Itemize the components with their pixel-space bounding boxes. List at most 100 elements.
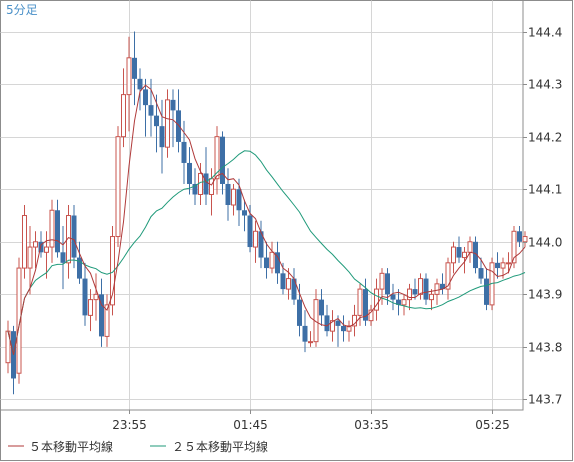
candle-body-up (231, 188, 236, 206)
candle (165, 89, 170, 158)
y-tick-label: 144.0 (528, 236, 562, 250)
y-axis: 144.4 144.3 144.2 144.1 144.0 143.9 143.8 143.7 (523, 26, 562, 407)
candle-body-down (291, 278, 297, 300)
candle (341, 315, 346, 342)
candle (363, 278, 368, 326)
candle (225, 168, 231, 221)
y-tick-label: 144.2 (528, 131, 562, 145)
x-tick-label: 03:35 (354, 418, 389, 432)
candle-body-up (88, 299, 93, 316)
candle (209, 168, 214, 216)
candle (253, 220, 258, 263)
candle (313, 289, 319, 347)
candle-body-down (484, 278, 489, 305)
ma-long-line (7, 150, 526, 355)
candle-body-up (346, 325, 352, 332)
candle-body-down (385, 273, 390, 295)
candle (220, 131, 225, 195)
candle-body-down (77, 257, 82, 279)
candle-body-up (522, 236, 528, 243)
y-tick-label: 143.7 (528, 393, 562, 407)
candle-body-down (440, 283, 445, 290)
candle-body-down (319, 299, 324, 316)
candle-body-up (66, 215, 71, 264)
candle-body-down (363, 289, 368, 321)
candle (16, 257, 22, 384)
candle-body-down (396, 299, 401, 305)
candle (181, 120, 187, 184)
candle (242, 199, 247, 232)
candle-body-up (104, 304, 110, 337)
candle-body-down (517, 231, 522, 242)
candle-body-down (203, 173, 209, 195)
candle (33, 231, 38, 269)
candle (495, 252, 500, 279)
candle (308, 331, 313, 347)
candle (247, 205, 253, 253)
candle (49, 199, 55, 263)
candle (440, 273, 445, 295)
candle (187, 147, 192, 195)
candle-body-down (236, 189, 242, 211)
candle (418, 273, 423, 300)
grid (0, 0, 523, 410)
candle-body-up (374, 288, 379, 311)
candle-body-up (198, 172, 203, 195)
moving-average-lines (7, 84, 526, 355)
candle-body-down (159, 126, 165, 148)
candle (258, 220, 264, 269)
candle (11, 325, 16, 395)
candle-body-up (209, 178, 214, 195)
x-axis: 23:55 01:45 03:35 05:25 (112, 410, 510, 432)
candle-body-up (462, 251, 467, 259)
candle (93, 273, 99, 321)
candle (88, 289, 93, 332)
candle-body-down (280, 273, 286, 290)
candle-body-up (467, 241, 473, 253)
candle-body-down (220, 136, 225, 184)
legend-label-ma-short: ５本移動平均線 (29, 439, 113, 454)
candle-body-up (286, 278, 291, 290)
candle-body-up (401, 299, 407, 306)
x-tick-label: 01:45 (233, 418, 268, 432)
candle (44, 231, 49, 279)
candle-body-down (423, 278, 429, 300)
candle (99, 278, 104, 347)
candle (60, 226, 66, 290)
candle-body-down (99, 294, 104, 337)
candle-body-down (264, 257, 269, 269)
candle-body-down (170, 99, 176, 111)
candle (27, 226, 33, 295)
candle-body-up (357, 288, 363, 316)
candle (412, 278, 418, 300)
candle-body-down (247, 215, 253, 248)
candle (286, 268, 291, 300)
candle (297, 283, 302, 337)
candle-body-up (352, 314, 357, 327)
candle-body-up (121, 94, 126, 138)
candle-body-down (82, 278, 88, 316)
candle (434, 278, 440, 305)
candle (484, 268, 489, 311)
candle (390, 283, 396, 311)
candle-body-up (418, 278, 423, 295)
candle-body-up (330, 320, 335, 332)
candle-body-up (511, 230, 517, 264)
candle (203, 147, 209, 205)
candles (5, 31, 528, 395)
candle-body-down (192, 183, 198, 195)
candle-body-up (16, 267, 22, 374)
candle-body-down (55, 210, 60, 253)
candle (478, 257, 484, 284)
candle-body-up (434, 283, 440, 295)
candle (55, 199, 60, 258)
candle-body-up (49, 209, 55, 248)
candle (346, 320, 352, 342)
candle-body-down (495, 262, 500, 269)
candle-body-up (126, 57, 132, 96)
candle (192, 168, 198, 205)
candle-body-down (390, 294, 396, 300)
candle-body-down (148, 105, 154, 116)
candle-body-down (335, 320, 341, 326)
candle (104, 294, 110, 347)
